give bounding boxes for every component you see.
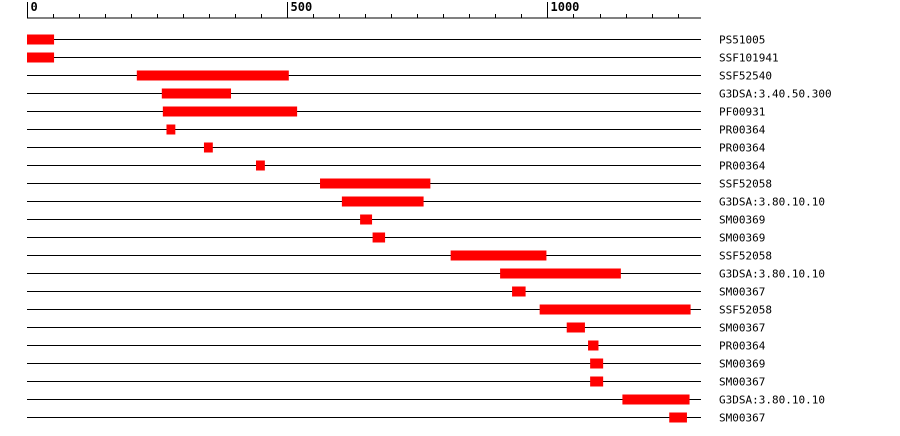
domain-bar [450,250,547,261]
domain-bar [166,124,176,135]
domain-bar [341,196,424,207]
domain-bar [360,214,373,225]
domain-bar [136,70,289,81]
domain-label: G3DSA:3.40.50.300 [719,88,832,101]
domain-label: G3DSA:3.80.10.10 [719,268,825,281]
domain-row: PF00931 [27,106,765,119]
domain-bar [256,160,265,171]
domain-bar [500,268,621,279]
domain-row: G3DSA:3.80.10.10 [27,196,825,209]
domain-row: PR00364 [27,142,766,155]
domain-label: SM00367 [719,286,765,299]
domain-bar [512,286,526,297]
domain-bar [622,394,690,405]
domain-bar [566,322,585,333]
domain-label: SM00367 [719,376,765,389]
domain-bar [539,304,691,315]
domain-row: SSF52058 [27,304,772,317]
domain-label: SM00367 [719,322,765,335]
domain-row: SM00369 [27,232,765,245]
domain-label: PR00364 [719,124,766,137]
domain-bar [161,88,232,99]
domain-label: G3DSA:3.80.10.10 [719,196,825,209]
domain-label: PF00931 [719,106,765,119]
domain-bar [203,142,213,153]
domain-row: PR00364 [27,124,766,137]
domain-row: SM00367 [27,286,765,299]
domain-row: PR00364 [27,160,766,173]
tick-label: 0 [31,0,38,14]
domain-bar [27,52,55,63]
domain-label: PR00364 [719,340,766,353]
domain-bar [27,34,55,45]
x-axis: 0 500 1000 [27,0,701,19]
domain-row: PS51005 [27,34,765,47]
domain-label: SM00369 [719,232,765,245]
domain-label: SSF52058 [719,178,772,191]
domain-row: G3DSA:3.80.10.10 [27,268,825,281]
domain-row: G3DSA:3.80.10.10 [27,394,825,407]
domain-label: PR00364 [719,160,766,173]
domain-bar [590,376,604,387]
tick-label: 1000 [551,0,580,14]
domain-label: SSF52058 [719,250,772,263]
domain-bar [372,232,386,243]
domain-label: PS51005 [719,34,765,47]
domain-bar [162,106,298,117]
domain-label: SSF52058 [719,304,772,317]
domain-bar [320,178,431,189]
domain-label: SSF52540 [719,70,772,83]
domain-row: SSF101941 [27,52,779,65]
domain-bar [588,340,599,351]
domain-rows: PS51005 SSF101941 SSF52540 G3DSA:3.40.50.30… [27,34,832,425]
domain-row: SSF52058 [27,178,772,191]
domain-label: SM00369 [719,358,765,371]
domain-label: G3DSA:3.80.10.10 [719,394,825,407]
domain-row: SM00367 [27,412,765,425]
domain-row: SM00367 [27,376,765,389]
domain-row: SM00367 [27,322,765,335]
domain-row: SSF52058 [27,250,772,263]
domain-bar [590,358,604,369]
domain-row: G3DSA:3.40.50.300 [27,88,832,101]
domain-row: PR00364 [27,340,766,353]
domain-label: SM00369 [719,214,765,227]
domain-label: SM00367 [719,412,765,425]
domain-label: PR00364 [719,142,766,155]
domain-row: SM00369 [27,214,765,227]
domain-bar [669,412,687,423]
domain-label: SSF101941 [719,52,779,65]
tick-label: 500 [291,0,313,14]
domain-row: SM00369 [27,358,765,371]
domain-row: SSF52540 [27,70,772,83]
